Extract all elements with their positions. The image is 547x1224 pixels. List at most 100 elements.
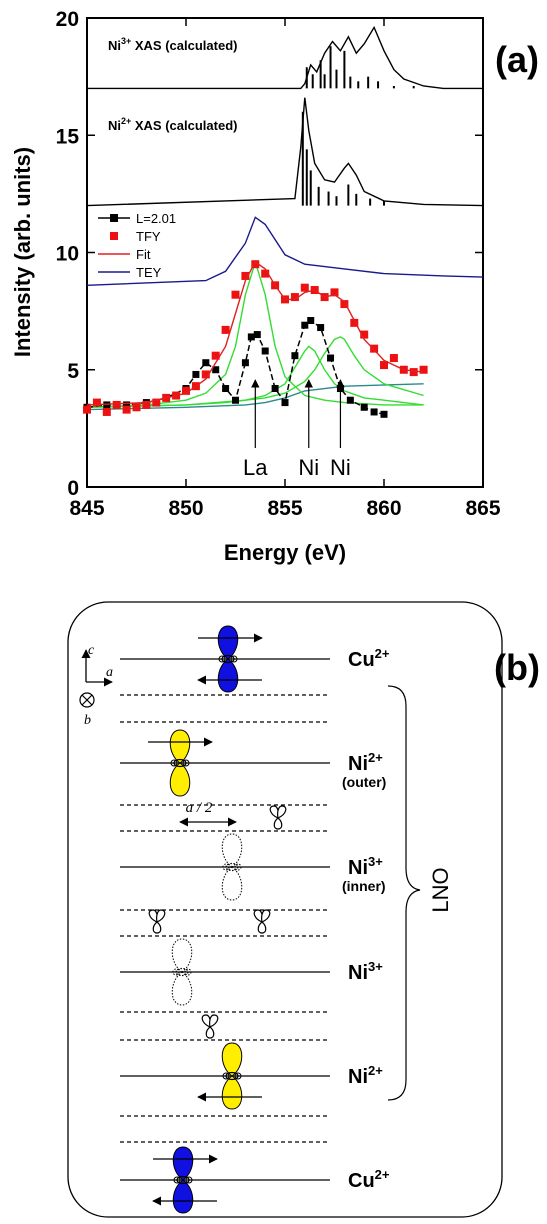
marker-point (212, 366, 220, 374)
marker-point (346, 396, 354, 404)
axis-c: c (88, 643, 95, 658)
marker-point (380, 410, 388, 418)
layer-sublabel: (inner) (342, 878, 386, 894)
series-line (86, 260, 424, 406)
legend-label: TEY (136, 265, 162, 280)
annotation-sup: 3+ (121, 36, 131, 46)
series-line (86, 97, 484, 207)
marker-point (192, 370, 200, 378)
legend-swatch (110, 214, 118, 222)
y-tick-label: 0 (67, 477, 79, 500)
marker-point (152, 398, 161, 407)
y-tick-label: 5 (67, 360, 79, 383)
series-line (87, 25, 483, 90)
diagram-b: (b) (67, 601, 540, 1218)
marker-point (419, 365, 428, 374)
marker-point (360, 330, 369, 339)
layer-label-sup: 2+ (368, 1063, 383, 1078)
marker-point (281, 399, 289, 407)
layer-label: Ni3+ (348, 854, 383, 879)
marker-point (231, 290, 240, 299)
legend-swatch (110, 232, 118, 240)
marker-point (307, 317, 315, 325)
marker-point (251, 260, 260, 269)
marker-point (253, 331, 261, 339)
o-orbital (253, 909, 271, 934)
annotation-text: XAS (calculated) (131, 118, 237, 133)
chart-a: (a) Energy (eV) Intensity (arb. units) 8… (10, 8, 539, 565)
marker-point (271, 385, 279, 393)
marker-point (380, 361, 388, 370)
layer-label-sup: 3+ (368, 959, 383, 974)
layer-label-sup: 2+ (368, 750, 383, 765)
marker-point (317, 324, 325, 332)
marker-point (301, 321, 309, 329)
brace (387, 685, 421, 1101)
axis-b: b (84, 713, 91, 728)
marker-point (389, 354, 398, 363)
spins (81, 633, 263, 1206)
series-line (86, 336, 424, 408)
x-tick-label: 845 (69, 497, 104, 520)
layer-label-sup: 3+ (368, 854, 383, 869)
marker-point (103, 401, 111, 409)
marker-point (291, 352, 299, 360)
annotation-sup: 2+ (121, 116, 131, 126)
marker-point (350, 318, 359, 327)
marker-point (360, 403, 368, 411)
marker-point (112, 400, 121, 409)
marker-point (211, 351, 220, 360)
marker-point (300, 283, 309, 292)
legend-label: L=2.01 (136, 211, 176, 226)
peak-label: La (243, 455, 268, 480)
marker-point (327, 354, 335, 362)
marker-point (370, 344, 379, 353)
layer-lines (120, 658, 330, 1181)
layer-label: Ni2+ (348, 750, 383, 775)
marker-point (201, 370, 210, 379)
marker-point (261, 269, 270, 278)
marker-point (247, 333, 255, 341)
layer-label-text: Cu (348, 1170, 375, 1192)
annotation-text: Ni (108, 38, 121, 53)
legend-label: TFY (136, 229, 161, 244)
peak-label: Ni (298, 455, 319, 480)
panel-label: (a) (495, 39, 539, 80)
marker-point (290, 293, 299, 302)
marker-point (202, 359, 210, 367)
o-orbital (201, 1014, 219, 1039)
layer-label-sup: 2+ (375, 1167, 390, 1182)
marker-point (132, 403, 141, 412)
marker-point (330, 288, 339, 297)
layer-label-text: Ni (348, 962, 368, 984)
layer-label-text: Ni (348, 753, 368, 775)
layer-label: Ni2+ (348, 1063, 383, 1088)
y-tick-label: 15 (56, 125, 80, 148)
series-line (86, 259, 424, 408)
marker-point (92, 398, 101, 407)
o-orbital (269, 805, 287, 830)
axis-a: a (106, 665, 113, 680)
marker-point (241, 271, 250, 280)
layer-label: Cu2+ (348, 646, 390, 671)
layer-label: Cu2+ (348, 1167, 390, 1192)
marker-point (261, 347, 269, 355)
marker-point (122, 405, 131, 414)
marker-point (241, 359, 249, 367)
annotation: Ni3+ XAS (calculated) (108, 36, 237, 53)
peak-label: Ni (330, 455, 351, 480)
x-tick-label: 855 (267, 497, 302, 520)
annotation-text: XAS (calculated) (131, 38, 237, 53)
layer-label: Ni3+ (348, 959, 383, 984)
panel-label: (b) (494, 647, 540, 688)
layer-label-text: Ni (348, 857, 368, 879)
marker-point (83, 405, 91, 414)
o-orbital (148, 909, 166, 934)
marker-point (340, 300, 349, 309)
layer-label-text: Cu (348, 649, 375, 671)
x-tick-label: 865 (465, 497, 500, 520)
y-tick-label: 20 (56, 8, 79, 31)
marker-point (409, 368, 418, 377)
group-label: LNO (428, 867, 453, 912)
